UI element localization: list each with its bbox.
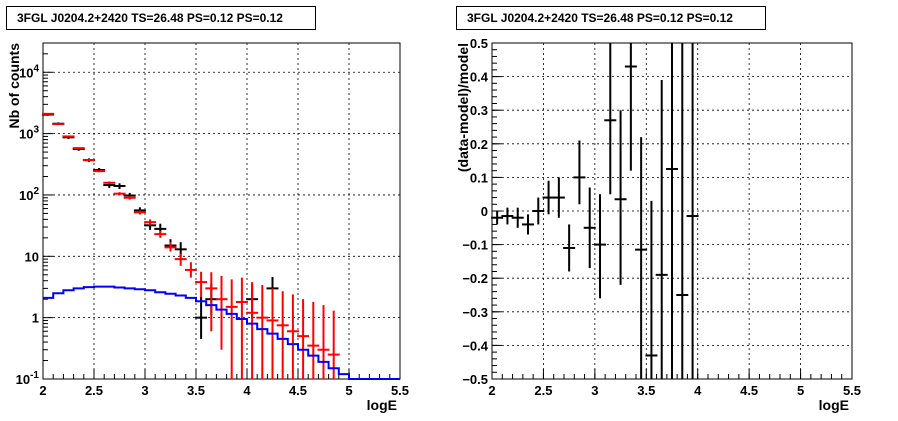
right-plot-title: 3FGL J0204.2+2420 TS=26.48 PS=0.12 PS=0.…	[456, 6, 766, 30]
model-point	[195, 271, 208, 297]
left-plot-title: 3FGL J0204.2+2420 TS=26.48 PS=0.12 PS=0.…	[6, 6, 316, 30]
x-tick-label: 4	[243, 383, 251, 398]
model-point	[113, 192, 126, 196]
model-point	[174, 253, 187, 266]
model-point	[276, 291, 289, 379]
x-axis-title: logE	[819, 397, 849, 413]
x-tick-label: 3	[141, 383, 148, 398]
model-point	[215, 275, 228, 350]
y-tick-label: 1	[32, 311, 39, 326]
model-point	[72, 147, 85, 150]
model-point	[52, 123, 65, 126]
residual-point	[522, 214, 534, 235]
residual-point	[594, 194, 606, 299]
y-axis-title: (data-model)/model	[455, 43, 471, 172]
y-tick-label: 102	[19, 186, 39, 203]
y-tick-label: 10	[25, 249, 39, 264]
model-point	[154, 230, 167, 238]
residual-point	[686, 43, 699, 379]
left-panel-counts: 2 2.5 3 3.5 4 4.5 5 5.5 10-1 1 10 102 103 104 logE Nb o…	[6, 42, 409, 413]
residual-point	[532, 197, 545, 225]
model-point	[317, 305, 330, 379]
right-panel-residuals: 2 2.5 3 3.5 4 4.5 5 5.5 −0.5 −0.4 −0.3 −0.2 −0.1 0 0.1…	[455, 36, 861, 413]
residual-point	[552, 177, 565, 218]
y-tick-label: 0.2	[470, 137, 488, 152]
model-point	[62, 135, 75, 138]
component-histogram-line	[43, 285, 400, 380]
x-tick-label: 2	[39, 383, 46, 398]
y-tick-label: 0.3	[470, 103, 488, 118]
x-tick-label: 3.5	[187, 383, 205, 398]
residual-point	[491, 211, 504, 225]
y-tick-label: −0.4	[462, 338, 488, 353]
residual-point	[635, 137, 648, 379]
y-axis-title: Nb of counts	[6, 43, 22, 129]
y-tick-label: −0.1	[462, 238, 488, 253]
residual-point	[676, 43, 689, 379]
residual-point	[563, 224, 576, 272]
model-point	[103, 181, 116, 185]
residual-point	[614, 110, 627, 285]
residual-point	[666, 43, 678, 379]
model-point	[93, 170, 106, 173]
y-tick-label: 0.4	[470, 70, 489, 85]
x-tick-label: 4	[694, 383, 702, 398]
y-tick-label: 10-1	[16, 370, 40, 387]
y-tick-label: 0.5	[470, 36, 488, 51]
model-point	[42, 112, 55, 115]
residual-point	[511, 207, 524, 228]
x-tick-label: 2.5	[85, 383, 103, 398]
y-tick-label: 0.1	[470, 170, 488, 185]
residual-point	[573, 140, 586, 205]
x-tick-label: 4.5	[740, 383, 758, 398]
model-point	[144, 219, 157, 226]
model-point	[307, 301, 320, 379]
x-tick-label: 2.5	[534, 383, 552, 398]
x-tick-label: 5	[345, 383, 352, 398]
residual-point	[624, 43, 637, 171]
model-point	[256, 285, 269, 379]
x-tick-label: 5.5	[843, 383, 861, 398]
model-point	[123, 196, 136, 200]
y-tick-label: −0.3	[462, 305, 488, 320]
data-point	[113, 183, 126, 190]
y-tick-label: 103	[19, 125, 39, 142]
x-tick-label: 3.5	[637, 383, 655, 398]
model-point	[297, 299, 310, 379]
model-point	[133, 210, 146, 215]
residual-point	[645, 200, 658, 379]
x-tick-label: 3	[591, 383, 598, 398]
model-point	[82, 159, 95, 162]
x-tick-label: 4.5	[289, 383, 307, 398]
y-tick-label: −0.5	[462, 372, 488, 387]
residual-point	[583, 187, 596, 269]
model-point	[225, 279, 238, 379]
residual-point	[655, 79, 668, 379]
model-point	[286, 294, 299, 379]
x-axis-title: logE	[367, 397, 397, 413]
residual-point	[542, 180, 555, 215]
x-tick-label: 5.5	[391, 383, 409, 398]
data-point	[195, 296, 208, 339]
model-point	[235, 277, 248, 379]
model-point	[205, 272, 218, 332]
model-point	[164, 242, 177, 252]
x-tick-label: 5	[797, 383, 804, 398]
residual-point	[501, 207, 514, 225]
y-tick-label: 104	[19, 63, 39, 80]
y-tick-label: 0	[481, 204, 488, 219]
residual-point	[604, 43, 617, 195]
model-point	[246, 282, 259, 379]
model-point	[184, 262, 197, 278]
x-tick-label: 2	[488, 383, 495, 398]
y-tick-label: −0.2	[462, 271, 488, 286]
